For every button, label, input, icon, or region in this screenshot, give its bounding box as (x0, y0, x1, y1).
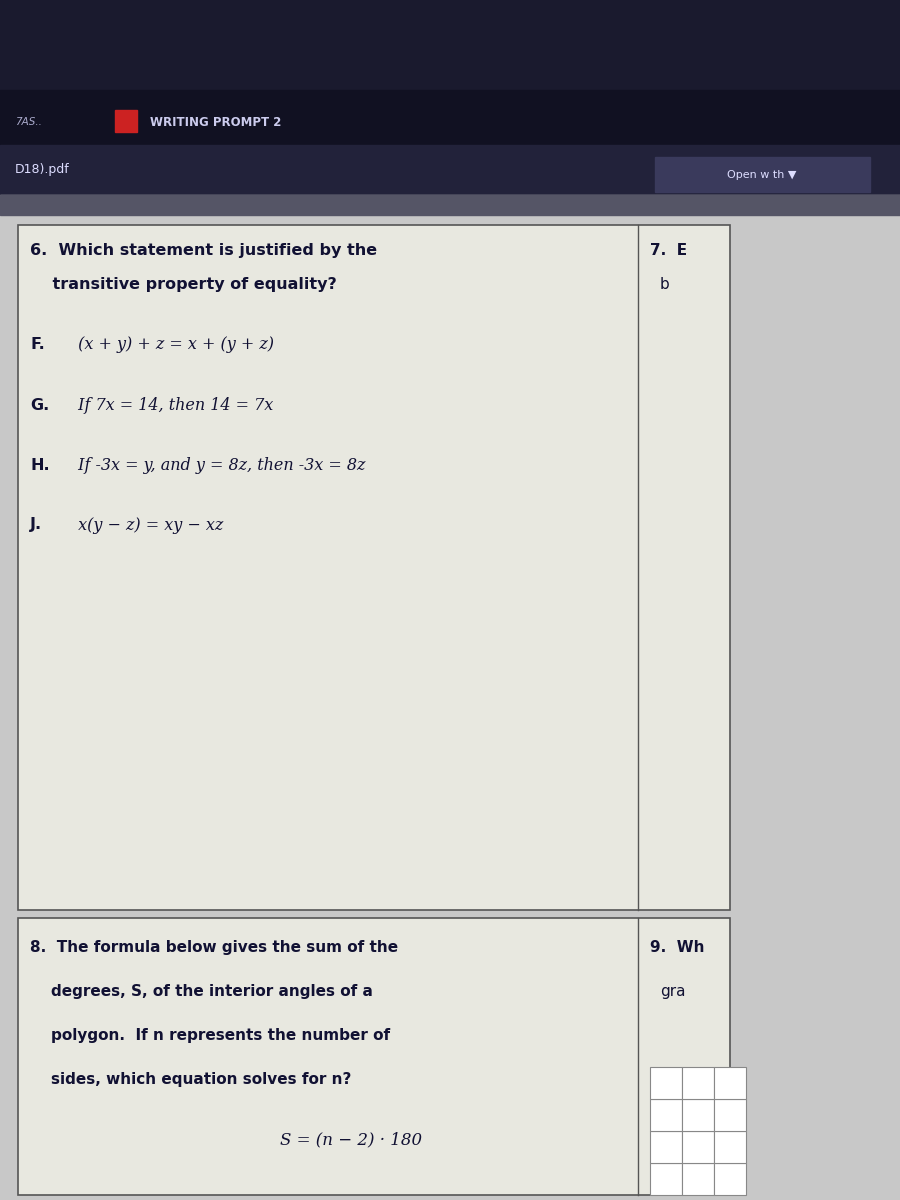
Bar (682, 1099, 714, 1130)
Text: 7.  E: 7. E (650, 242, 687, 258)
Text: 7AS..: 7AS.. (15, 116, 42, 127)
Bar (714, 1067, 746, 1099)
Text: WRITING PROMPT 2: WRITING PROMPT 2 (150, 115, 282, 128)
Text: Open w th ▼: Open w th ▼ (727, 169, 796, 180)
Text: 8.  The formula below gives the sum of the: 8. The formula below gives the sum of th… (30, 940, 398, 955)
Text: (x + y) + z = x + (y + z): (x + y) + z = x + (y + z) (73, 336, 274, 354)
Text: F.: F. (30, 337, 45, 353)
Bar (115, 110, 137, 132)
Bar (0, 90, 900, 145)
Bar (650, 1099, 682, 1130)
Bar (682, 1130, 714, 1163)
Bar (714, 1163, 746, 1195)
Bar (655, 157, 870, 192)
Bar (0, 0, 900, 110)
Bar (0, 145, 900, 194)
Bar (650, 1163, 682, 1195)
Bar (0, 194, 900, 1200)
Text: polygon.  If n represents the number of: polygon. If n represents the number of (30, 1028, 390, 1043)
Bar (714, 1099, 746, 1130)
Bar (18, 918, 730, 1195)
Text: x(y − z) = xy − xz: x(y − z) = xy − xz (73, 516, 223, 534)
Text: J.: J. (30, 517, 42, 533)
Text: 9.  Wh: 9. Wh (650, 940, 705, 955)
Text: If 7x = 14, then 14 = 7x: If 7x = 14, then 14 = 7x (73, 396, 274, 414)
Text: sides, which equation solves for n?: sides, which equation solves for n? (30, 1072, 351, 1087)
Text: b: b (660, 277, 670, 292)
Bar (0, 196, 900, 215)
Bar (714, 1130, 746, 1163)
Text: transitive property of equality?: transitive property of equality? (30, 277, 337, 292)
Bar (650, 1067, 682, 1099)
Text: D18).pdf: D18).pdf (15, 163, 70, 176)
Bar (682, 1067, 714, 1099)
Bar (18, 226, 730, 910)
Text: degrees, S, of the interior angles of a: degrees, S, of the interior angles of a (30, 984, 373, 998)
Text: gra: gra (660, 984, 686, 998)
Text: S = (n − 2) · 180: S = (n − 2) · 180 (280, 1130, 422, 1148)
Text: G.: G. (30, 397, 50, 413)
Bar (682, 1163, 714, 1195)
Text: If -3x = y, and y = 8z, then -3x = 8z: If -3x = y, and y = 8z, then -3x = 8z (73, 456, 365, 474)
Bar (650, 1130, 682, 1163)
Text: H.: H. (30, 457, 50, 473)
Text: 6.  Which statement is justified by the: 6. Which statement is justified by the (30, 242, 377, 258)
